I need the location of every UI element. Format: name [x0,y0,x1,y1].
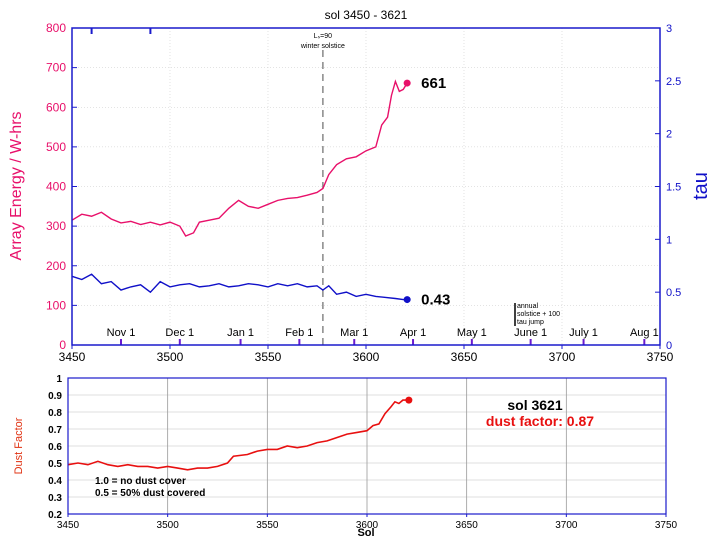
month-label: Aug 1 [630,327,659,339]
month-label: Mar 1 [340,327,368,339]
energy-tick-label: 700 [46,61,66,75]
energy-axis-label: Array Energy / W-hrs [8,111,25,260]
tau-tick-label: 1.5 [666,182,681,194]
month-markers: Nov 1 Dec 1 Jan 1 Feb 1 Mar 1 Apr 1 May 1 June … [90,28,659,345]
bottom-x-tick-label: 3450 [57,520,80,531]
top-x-tick-label: 3650 [451,350,478,364]
month-label: Jan 1 [227,327,254,339]
top-axes: 0 100 200 300 400 500 600 700 800 0 0.5 1 1.5 2 2.5 3 34… [46,21,681,364]
tau-last-value: 0.43 [421,292,450,309]
bottom-axes: 0.2 0.3 0.4 0.5 0.6 0.7 0.8 0.9 1 3450 3500 3550 360… [48,374,677,531]
bottom-x-tick-label: 3500 [157,520,180,531]
dust-tick-label: 0.4 [48,476,62,487]
solstice-marker: Lₛ=90 winter solstice [300,33,345,345]
dust-legend-line-1: 1.0 = no dust cover [95,476,186,487]
marker-legend-solstice: solstice + 100 [517,311,560,318]
tau-tick-label: 1 [666,234,672,246]
top-x-tick-label: 3450 [59,350,86,364]
dust-tick-label: 0.2 [48,510,62,521]
dust-tick-label: 0.6 [48,442,62,453]
energy-tick-label: 400 [46,180,66,194]
month-label: June 1 [514,327,547,339]
tau-tick-label: 0 [666,340,672,352]
bottom-x-tick-label: 3600 [356,520,379,531]
bottom-x-tick-label: 3700 [555,520,578,531]
info-sol-label: sol 3621 [507,397,562,413]
energy-tau-chart: Nov 1 Dec 1 Jan 1 Feb 1 Mar 1 Apr 1 May 1 June … [8,8,712,364]
month-label: Feb 1 [285,327,313,339]
dust-factor-chart: 0.2 0.3 0.4 0.5 0.6 0.7 0.8 0.9 1 3450 3500 3550 360… [13,374,678,539]
tau-line [71,273,408,301]
dust-tick-label: 0.7 [48,425,62,436]
top-x-tick-label: 3600 [353,350,380,364]
bottom-gridlines [68,378,666,514]
top-x-tick-label: 3500 [157,350,184,364]
dust-line [67,399,409,471]
tau-tick-label: 3 [666,23,672,35]
month-label: Apr 1 [400,327,426,339]
tau-axis-label: tau [690,172,712,200]
energy-tick-label: 500 [46,140,66,154]
energy-tick-label: 600 [46,100,66,114]
dust-tick-label: 0.5 [48,459,62,470]
marker-legend: annual solstice + 100 tau jump [514,303,560,326]
dust-tick-label: 0.3 [48,493,62,504]
tau-tick-label: 2 [666,129,672,141]
energy-line [71,79,408,237]
dust-legend-line-2: 0.5 = 50% dust covered [95,488,205,499]
month-label: Dec 1 [165,327,194,339]
energy-tick-label: 0 [59,338,66,352]
dust-tick-label: 0.8 [48,408,62,419]
dust-tick-label: 1 [56,374,62,385]
top-series-lines [71,79,411,304]
tau-tick-label: 2.5 [666,76,681,88]
energy-tick-label: 800 [46,21,66,35]
month-label: Nov 1 [107,327,136,339]
dust-end-point [405,396,413,404]
sol-axis-label: Sol [357,527,374,539]
marker-legend-tau-jump: tau jump [517,319,544,326]
energy-last-value: 661 [421,75,446,92]
solstice-winter-label: winter solstice [300,43,345,50]
marker-legend-annual: annual [517,303,538,310]
top-x-tick-label: 3700 [549,350,576,364]
top-x-tick-label: 3750 [647,350,674,364]
energy-end-point [403,79,411,87]
dust-axis-label: Dust Factor [13,417,25,474]
bottom-x-tick-label: 3750 [655,520,678,531]
top-x-tick-label: 3550 [255,350,282,364]
solstice-ls-label: Lₛ=90 [314,33,332,40]
energy-tick-label: 100 [46,298,66,312]
month-label: May 1 [457,327,487,339]
bottom-x-tick-label: 3650 [456,520,479,531]
top-gridlines [72,28,660,345]
tau-tick-label: 0.5 [666,287,681,299]
info-dust-label: dust factor: 0.87 [486,413,594,429]
energy-tick-label: 200 [46,259,66,273]
tau-end-point [403,296,411,304]
bottom-series-line [67,396,413,471]
top-chart-title: sol 3450 - 3621 [325,8,408,22]
energy-tick-label: 300 [46,219,66,233]
dust-tick-label: 0.9 [48,391,62,402]
month-label: July 1 [569,327,598,339]
bottom-x-tick-label: 3550 [256,520,279,531]
